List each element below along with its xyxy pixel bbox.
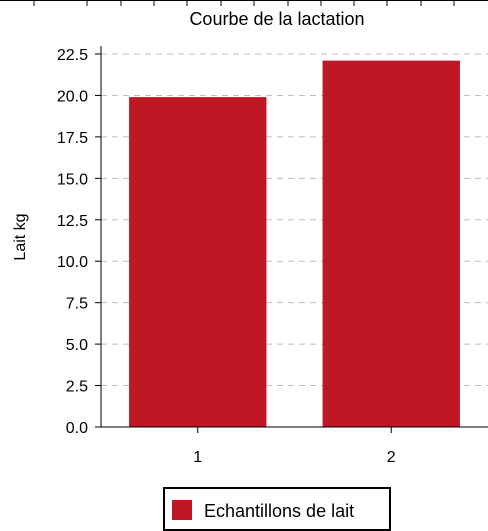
y-tick-label: 5.0 bbox=[66, 337, 88, 354]
legend-swatch bbox=[172, 500, 192, 520]
bar bbox=[322, 60, 460, 428]
y-tick-label: 20.0 bbox=[57, 88, 88, 105]
y-tick-label: 22.5 bbox=[57, 47, 88, 64]
bars bbox=[129, 60, 460, 428]
chart-title: Courbe de la lactation bbox=[189, 9, 364, 29]
y-tick-label: 10.0 bbox=[57, 254, 88, 271]
y-tick-label: 2.5 bbox=[66, 379, 88, 396]
y-tick-label: 12.5 bbox=[57, 213, 88, 230]
top-frame-remnant bbox=[0, 0, 488, 6]
legend-label: Echantillons de lait bbox=[204, 501, 354, 521]
y-tick-label: 0.0 bbox=[66, 420, 88, 437]
x-tick-label: 2 bbox=[387, 449, 396, 466]
y-axis-title: Lait kg bbox=[12, 213, 29, 260]
legend: Echantillons de lait bbox=[163, 487, 391, 531]
bar bbox=[129, 97, 267, 427]
x-tick-label: 1 bbox=[193, 449, 202, 466]
y-tick-label: 7.5 bbox=[66, 296, 88, 313]
legend-box bbox=[163, 487, 391, 531]
y-tick-label: 17.5 bbox=[57, 130, 88, 147]
y-tick-label: 15.0 bbox=[57, 171, 88, 188]
y-axis-ticks: 0.0 2.5 5.0 7.5 10.0 12.5 15.0 17.5 20.0 22.5 bbox=[57, 47, 101, 437]
